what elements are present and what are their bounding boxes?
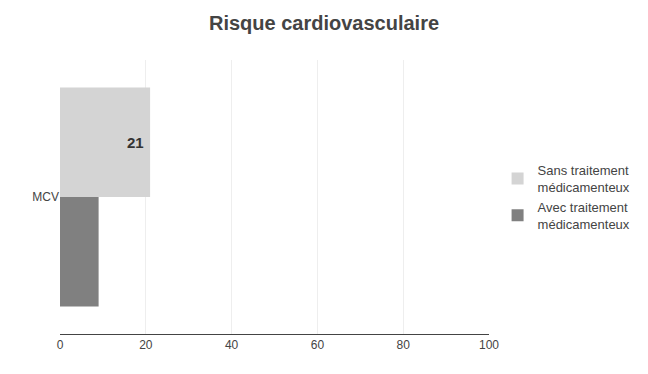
svg-text:MCV: MCV (32, 190, 59, 204)
svg-text:21: 21 (127, 134, 144, 151)
svg-text:100: 100 (479, 338, 499, 352)
svg-text:0: 0 (57, 338, 64, 352)
svg-text:Sans traitementmédicamenteux: Sans traitementmédicamenteux (538, 163, 630, 195)
svg-text:60: 60 (311, 338, 325, 352)
svg-text:Avec traitementmédicamenteux: Avec traitementmédicamenteux (538, 200, 630, 232)
svg-text:40: 40 (225, 338, 239, 352)
svg-text:20: 20 (139, 338, 153, 352)
svg-text:80: 80 (397, 338, 411, 352)
svg-text:Risque cardiovasculaire: Risque cardiovasculaire (209, 12, 439, 34)
